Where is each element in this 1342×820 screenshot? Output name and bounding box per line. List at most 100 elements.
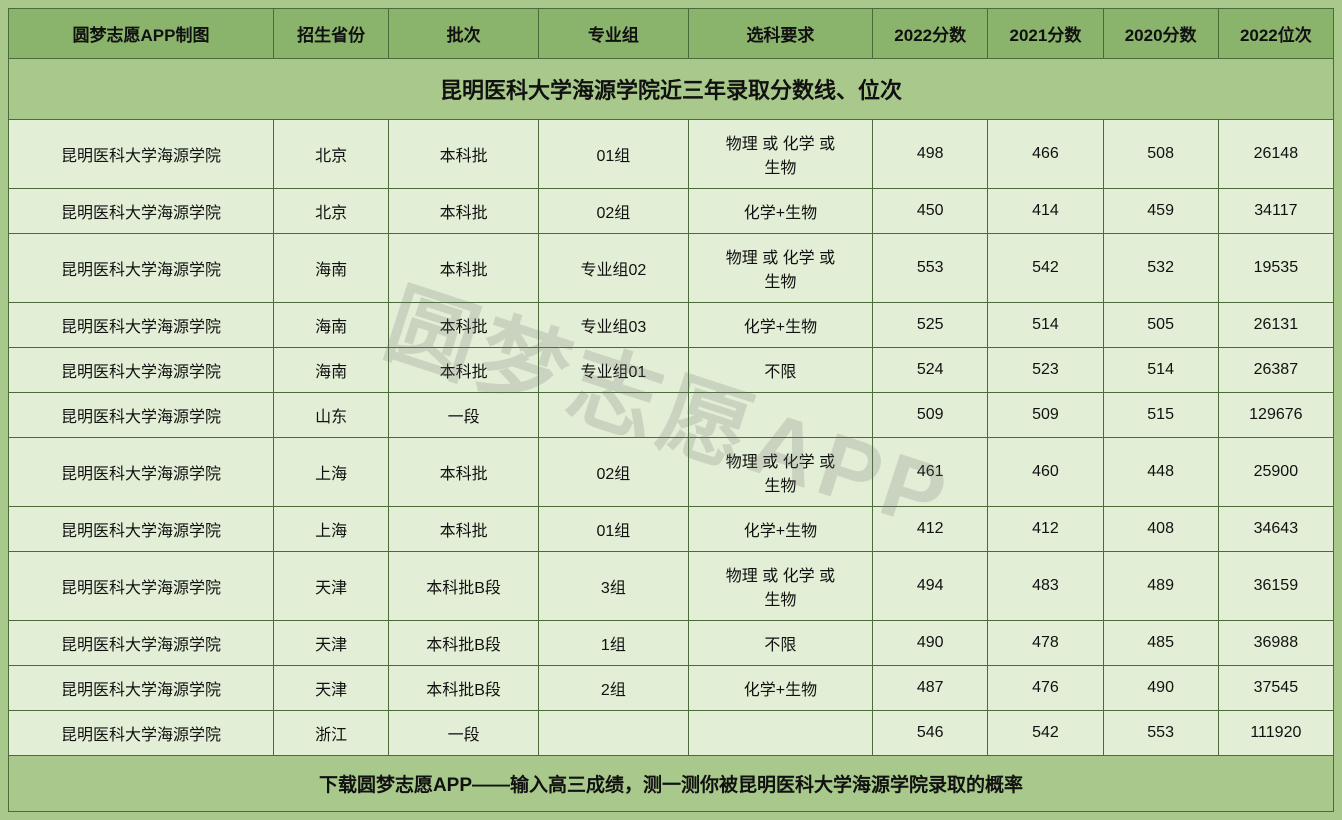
table-row: 昆明医科大学海源学院浙江一段546542553111920 (9, 711, 1334, 756)
table-title: 昆明医科大学海源学院近三年录取分数线、位次 (9, 59, 1334, 120)
table-cell: 海南 (274, 348, 389, 393)
table-cell: 514 (988, 303, 1103, 348)
table-cell: 01组 (538, 120, 688, 189)
table-cell: 昆明医科大学海源学院 (9, 666, 274, 711)
table-cell: 昆明医科大学海源学院 (9, 507, 274, 552)
table-row: 昆明医科大学海源学院天津本科批B段1组不限49047848536988 (9, 621, 1334, 666)
table-cell: 448 (1103, 438, 1218, 507)
table-row: 昆明医科大学海源学院上海本科批01组化学+生物41241240834643 (9, 507, 1334, 552)
table-cell: 129676 (1218, 393, 1333, 438)
table-cell: 487 (873, 666, 988, 711)
table-cell: 物理 或 化学 或 生物 (688, 120, 872, 189)
table-cell: 昆明医科大学海源学院 (9, 711, 274, 756)
col-header-2022score: 2022分数 (873, 9, 988, 59)
col-header-2021score: 2021分数 (988, 9, 1103, 59)
table-cell: 一段 (389, 393, 539, 438)
table-cell: 物理 或 化学 或 生物 (688, 234, 872, 303)
table-cell: 412 (873, 507, 988, 552)
table-cell: 532 (1103, 234, 1218, 303)
table-row: 昆明医科大学海源学院天津本科批B段3组物理 或 化学 或 生物494483489… (9, 552, 1334, 621)
table-cell: 524 (873, 348, 988, 393)
table-cell: 昆明医科大学海源学院 (9, 348, 274, 393)
table-cell: 1组 (538, 621, 688, 666)
table-cell: 本科批B段 (389, 552, 539, 621)
table-cell: 509 (988, 393, 1103, 438)
table-cell: 化学+生物 (688, 666, 872, 711)
table-cell: 3组 (538, 552, 688, 621)
table-cell: 542 (988, 234, 1103, 303)
table-cell: 461 (873, 438, 988, 507)
score-table-container: 昆明医科大学海源学院近三年录取分数线、位次 圆梦志愿APP制图 招生省份 批次 … (8, 8, 1334, 812)
table-cell: 物理 或 化学 或 生物 (688, 552, 872, 621)
table-cell: 546 (873, 711, 988, 756)
table-cell: 36159 (1218, 552, 1333, 621)
table-cell: 514 (1103, 348, 1218, 393)
table-cell: 本科批 (389, 120, 539, 189)
table-cell: 509 (873, 393, 988, 438)
title-row: 昆明医科大学海源学院近三年录取分数线、位次 (9, 59, 1334, 120)
table-cell: 02组 (538, 189, 688, 234)
table-cell: 化学+生物 (688, 303, 872, 348)
table-cell: 专业组02 (538, 234, 688, 303)
table-cell: 本科批 (389, 507, 539, 552)
table-cell: 414 (988, 189, 1103, 234)
footer-row: 下载圆梦志愿APP——输入高三成绩，测一测你被昆明医科大学海源学院录取的概率 (9, 756, 1334, 812)
table-cell: 昆明医科大学海源学院 (9, 303, 274, 348)
table-cell: 111920 (1218, 711, 1333, 756)
table-cell: 上海 (274, 438, 389, 507)
table-cell: 昆明医科大学海源学院 (9, 189, 274, 234)
table-cell: 505 (1103, 303, 1218, 348)
table-cell: 26387 (1218, 348, 1333, 393)
table-cell: 494 (873, 552, 988, 621)
col-header-school: 圆梦志愿APP制图 (9, 9, 274, 59)
table-cell: 26148 (1218, 120, 1333, 189)
table-cell: 北京 (274, 189, 389, 234)
table-row: 昆明医科大学海源学院海南本科批专业组03化学+生物52551450526131 (9, 303, 1334, 348)
table-cell: 山东 (274, 393, 389, 438)
table-cell: 19535 (1218, 234, 1333, 303)
col-header-batch: 批次 (389, 9, 539, 59)
table-cell: 408 (1103, 507, 1218, 552)
table-cell: 化学+生物 (688, 507, 872, 552)
table-cell: 515 (1103, 393, 1218, 438)
table-cell: 36988 (1218, 621, 1333, 666)
table-footer: 下载圆梦志愿APP——输入高三成绩，测一测你被昆明医科大学海源学院录取的概率 (9, 756, 1334, 812)
col-header-group: 专业组 (538, 9, 688, 59)
table-cell: 553 (873, 234, 988, 303)
table-cell: 37545 (1218, 666, 1333, 711)
table-cell: 天津 (274, 621, 389, 666)
table-cell: 不限 (688, 621, 872, 666)
table-cell: 542 (988, 711, 1103, 756)
table-cell: 525 (873, 303, 988, 348)
table-cell: 478 (988, 621, 1103, 666)
col-header-2020score: 2020分数 (1103, 9, 1218, 59)
table-row: 昆明医科大学海源学院天津本科批B段2组化学+生物48747649037545 (9, 666, 1334, 711)
table-cell: 553 (1103, 711, 1218, 756)
table-cell: 483 (988, 552, 1103, 621)
table-cell: 海南 (274, 303, 389, 348)
table-cell: 化学+生物 (688, 189, 872, 234)
table-cell: 459 (1103, 189, 1218, 234)
table-cell: 498 (873, 120, 988, 189)
table-cell: 02组 (538, 438, 688, 507)
table-row: 昆明医科大学海源学院北京本科批01组物理 或 化学 或 生物4984665082… (9, 120, 1334, 189)
table-cell: 460 (988, 438, 1103, 507)
table-cell: 466 (988, 120, 1103, 189)
table-cell: 本科批B段 (389, 621, 539, 666)
table-cell: 昆明医科大学海源学院 (9, 621, 274, 666)
table-cell: 专业组03 (538, 303, 688, 348)
table-row: 昆明医科大学海源学院上海本科批02组物理 或 化学 或 生物4614604482… (9, 438, 1334, 507)
table-cell (688, 393, 872, 438)
header-row: 圆梦志愿APP制图 招生省份 批次 专业组 选科要求 2022分数 2021分数… (9, 9, 1334, 59)
table-cell: 25900 (1218, 438, 1333, 507)
table-cell: 昆明医科大学海源学院 (9, 552, 274, 621)
table-cell: 天津 (274, 666, 389, 711)
table-cell (538, 393, 688, 438)
col-header-province: 招生省份 (274, 9, 389, 59)
col-header-subject: 选科要求 (688, 9, 872, 59)
table-cell: 北京 (274, 120, 389, 189)
table-cell: 本科批 (389, 438, 539, 507)
table-cell (538, 711, 688, 756)
table-body: 昆明医科大学海源学院北京本科批01组物理 或 化学 或 生物4984665082… (9, 120, 1334, 756)
table-cell: 海南 (274, 234, 389, 303)
